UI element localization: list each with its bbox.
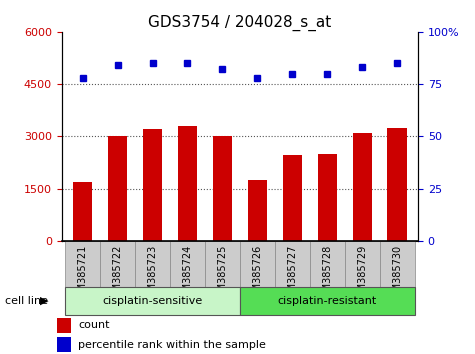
Text: GSM385728: GSM385728 bbox=[322, 244, 332, 304]
Text: cisplatin-sensitive: cisplatin-sensitive bbox=[103, 296, 203, 306]
Bar bbox=[352, 133, 372, 241]
FancyBboxPatch shape bbox=[135, 241, 170, 287]
Bar bbox=[178, 126, 197, 241]
FancyBboxPatch shape bbox=[310, 241, 345, 287]
FancyBboxPatch shape bbox=[240, 287, 415, 315]
Text: cell line: cell line bbox=[5, 296, 48, 306]
FancyBboxPatch shape bbox=[65, 287, 240, 315]
Bar bbox=[213, 136, 232, 241]
FancyBboxPatch shape bbox=[100, 241, 135, 287]
Bar bbox=[388, 127, 407, 241]
Text: GSM385726: GSM385726 bbox=[252, 244, 262, 304]
Bar bbox=[73, 182, 92, 241]
FancyBboxPatch shape bbox=[275, 241, 310, 287]
Bar bbox=[57, 337, 71, 352]
Title: GDS3754 / 204028_s_at: GDS3754 / 204028_s_at bbox=[148, 14, 332, 30]
Text: percentile rank within the sample: percentile rank within the sample bbox=[78, 339, 266, 350]
Bar bbox=[248, 180, 267, 241]
FancyBboxPatch shape bbox=[65, 241, 100, 287]
Text: GSM385727: GSM385727 bbox=[287, 244, 297, 304]
Text: GSM385725: GSM385725 bbox=[218, 244, 228, 304]
Bar bbox=[57, 318, 71, 333]
Bar bbox=[283, 155, 302, 241]
FancyBboxPatch shape bbox=[205, 241, 240, 287]
Bar bbox=[108, 136, 127, 241]
FancyBboxPatch shape bbox=[240, 241, 275, 287]
Text: GSM385730: GSM385730 bbox=[392, 244, 402, 303]
Text: GSM385724: GSM385724 bbox=[182, 244, 192, 304]
Text: count: count bbox=[78, 320, 110, 330]
FancyBboxPatch shape bbox=[170, 241, 205, 287]
Text: cisplatin-resistant: cisplatin-resistant bbox=[277, 296, 377, 306]
Text: ▶: ▶ bbox=[40, 296, 49, 306]
FancyBboxPatch shape bbox=[380, 241, 415, 287]
Text: GSM385729: GSM385729 bbox=[357, 244, 367, 304]
Bar bbox=[143, 129, 162, 241]
Text: GSM385723: GSM385723 bbox=[148, 244, 158, 304]
Text: GSM385721: GSM385721 bbox=[78, 244, 88, 304]
FancyBboxPatch shape bbox=[345, 241, 380, 287]
Bar bbox=[318, 154, 337, 241]
Text: GSM385722: GSM385722 bbox=[113, 244, 123, 304]
